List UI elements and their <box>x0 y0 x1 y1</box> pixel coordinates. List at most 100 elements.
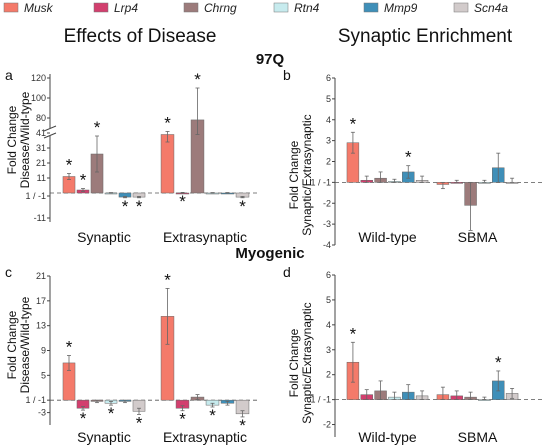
heading-myogenic: Myogenic <box>235 245 304 262</box>
y-tick-label: 2 <box>326 157 331 167</box>
y-tick-label: 5 <box>41 370 46 380</box>
y-tick-label: 3 <box>326 136 331 146</box>
significance-star: * <box>239 416 246 435</box>
y-tick-label: 1 / -1 <box>310 177 331 187</box>
y-tick-label: 41 <box>36 128 46 138</box>
legend-swatch-chrng <box>183 2 199 13</box>
legend-label-musk: Musk <box>24 1 54 15</box>
panel-c: 21 17 13 9 5 1 / -1 -3 Fold ChangeDisease/Wild-… <box>5 270 258 445</box>
significance-star: * <box>179 192 186 211</box>
x-category-label: Extrasynaptic <box>163 429 247 445</box>
panel-a: 120 100 80 41 31 21 11 1 / -1 -11 Fold ChangeDise… <box>5 70 258 245</box>
significance-star: * <box>495 353 502 372</box>
x-category-label: Wild-type <box>358 229 417 245</box>
significance-star: * <box>350 114 357 133</box>
y-tick-label: 11 <box>37 173 46 183</box>
significance-star: * <box>179 410 186 429</box>
x-category-label: Synaptic <box>77 429 131 445</box>
panel-d: 6 5 4 3 2 1 / -1 -2 Fold ChangeSynaptic/Extrasy… <box>287 270 545 445</box>
x-category-label: Wild-type <box>358 429 417 445</box>
y-axis-label-line: Disease/Wild-type <box>18 91 32 188</box>
y-tick-label: 1 / -1 <box>25 191 46 201</box>
y-tick-label: 5 <box>326 94 331 104</box>
y-tick-label: 6 <box>326 73 331 83</box>
significance-star: * <box>80 409 87 428</box>
legend-label-mmp9: Mmp9 <box>384 1 418 15</box>
y-axis-label-line: Fold Change <box>287 328 301 397</box>
legend-swatch-scn4a <box>453 2 469 13</box>
y-tick-label: 1 / -1 <box>310 395 331 405</box>
significance-star: * <box>66 156 73 175</box>
significance-star: * <box>108 404 115 423</box>
y-tick-label: 5 <box>326 295 331 305</box>
y-tick-label: -3 <box>38 408 46 418</box>
x-category-label: SBMA <box>458 429 498 445</box>
y-tick-label: 21 <box>36 158 46 168</box>
y-axis-label-line: Disease/Wild-type <box>18 296 32 393</box>
panel-b: 6 5 4 3 2 1 / -1 -2 -3 -4 Fold ChangeSynaptic/Ext… <box>287 73 545 250</box>
y-tick-label: 6 <box>326 270 331 280</box>
legend-swatch-musk <box>3 2 19 13</box>
y-tick-label: 31 <box>36 143 46 153</box>
y-tick-label: 100 <box>31 93 46 103</box>
y-axis-label-line: Fold Change <box>5 310 19 379</box>
significance-star: * <box>122 197 129 216</box>
y-axis-label-line: Fold Change <box>287 140 301 209</box>
significance-star: * <box>136 197 143 216</box>
y-axis-label: Fold ChangeSynaptic/Extrasynaptic <box>287 302 314 423</box>
significance-star: * <box>136 413 143 432</box>
legend-label-lrp4: Lrp4 <box>114 1 138 15</box>
y-tick-label: 2 <box>326 370 331 380</box>
x-category-label: Extrasynaptic <box>163 229 247 245</box>
x-category-label: Synaptic <box>77 229 131 245</box>
legend-label-rtn4: Rtn4 <box>294 1 320 15</box>
y-axis-label-line: Synaptic/Extrasynaptic <box>300 302 314 423</box>
y-tick-label: 21 <box>36 271 46 281</box>
y-axis-label: Fold ChangeDisease/Wild-type <box>5 296 32 393</box>
legend-swatch-mmp9 <box>363 2 379 13</box>
y-tick-label: 4 <box>326 320 331 330</box>
heading-effects-of-disease: Effects of Disease <box>64 26 217 47</box>
y-axis-label: Fold ChangeDisease/Wild-type <box>5 91 32 188</box>
y-axis-label-line: Fold Change <box>5 105 19 174</box>
significance-star: * <box>66 337 73 356</box>
significance-star: * <box>350 324 357 343</box>
legend: Musk Lrp4 Chrng Rtn4 Mmp9 Scn4a <box>3 1 508 15</box>
significance-star: * <box>80 171 87 190</box>
legend-label-chrng: Chrng <box>204 1 237 15</box>
y-tick-label: 9 <box>41 346 46 356</box>
y-tick-label: 1 / -1 <box>25 395 46 405</box>
bar-musk <box>160 134 175 194</box>
heading-synaptic-enrichment: Synaptic Enrichment <box>338 26 513 47</box>
y-tick-label: -2 <box>323 420 331 430</box>
panel-label-d: d <box>283 264 291 280</box>
y-axis-label-line: Synaptic/Extrasynaptic <box>300 114 314 235</box>
panel-label-a: a <box>5 67 13 83</box>
panel-label-c: c <box>5 264 12 280</box>
significance-star: * <box>164 113 171 132</box>
significance-star: * <box>405 148 412 167</box>
legend-swatch-lrp4 <box>93 2 109 13</box>
x-category-label: SBMA <box>458 229 498 245</box>
axis-break-mark <box>43 132 57 139</box>
y-tick-label: 17 <box>36 296 46 306</box>
y-tick-label: -11 <box>34 213 46 223</box>
significance-star: * <box>94 118 101 137</box>
y-tick-label: -3 <box>323 219 331 229</box>
y-tick-label: -2 <box>323 198 331 208</box>
y-tick-label: 13 <box>36 321 46 331</box>
significance-star: * <box>239 197 246 216</box>
significance-star: * <box>194 70 201 89</box>
significance-star: * <box>164 270 171 289</box>
y-tick-label: 80 <box>36 113 46 123</box>
y-tick-label: -4 <box>323 240 331 250</box>
y-tick-label: 120 <box>31 73 46 83</box>
significance-star: * <box>209 406 216 425</box>
axis-break-mark <box>43 125 57 132</box>
y-tick-label: 3 <box>326 345 331 355</box>
heading-97q: 97Q <box>256 51 285 68</box>
legend-label-scn4a: Scn4a <box>474 1 508 15</box>
panel-label-b: b <box>283 67 291 83</box>
y-axis-label: Fold ChangeSynaptic/Extrasynaptic <box>287 114 314 235</box>
